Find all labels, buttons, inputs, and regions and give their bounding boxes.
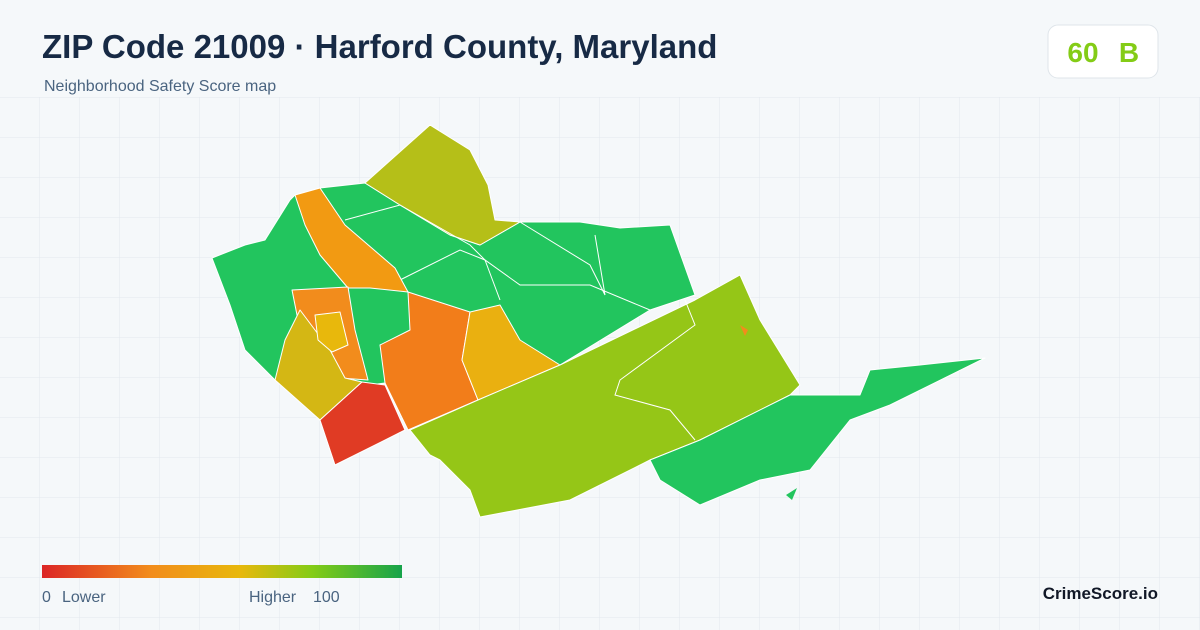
boundary [614,299,696,441]
region [314,311,349,353]
legend-max-label: Higher [249,589,297,606]
boundary [344,204,501,301]
region [319,381,406,466]
boundary [519,221,606,296]
region [294,187,409,293]
legend-max: 100 [313,589,340,606]
score-grade: B [1119,37,1139,68]
score-badge [1047,24,1159,79]
region [740,325,748,336]
legend-min-label: Lower [62,589,106,606]
region [786,488,797,500]
legend-gradient [42,565,402,578]
title: ZIP Code 21009 · Harford County, Marylan… [42,28,717,65]
header-band [0,0,1200,97]
region [649,357,986,506]
boundary [399,249,651,311]
brand: CrimeScore.io [1043,584,1158,603]
region [364,124,521,246]
score-value: 60 [1067,37,1098,68]
subtitle: Neighborhood Safety Score map [44,78,276,95]
map [211,124,986,518]
legend-min: 0 [42,589,51,606]
